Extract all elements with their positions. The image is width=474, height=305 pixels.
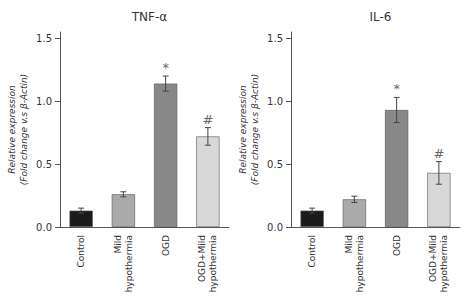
svg-text:*: * — [393, 81, 400, 96]
svg-text:OGD: OGD — [161, 235, 171, 256]
svg-text:1.0: 1.0 — [267, 96, 283, 107]
svg-text:hypothermia: hypothermia — [208, 235, 218, 292]
svg-text:*: * — [162, 60, 169, 75]
svg-text:OGD+Mild: OGD+Mild — [428, 235, 438, 282]
svg-text:(Fold change v.s β-Actin): (Fold change v.s β-Actin) — [250, 74, 260, 186]
svg-text:IL-6: IL-6 — [370, 10, 392, 24]
svg-text:Control: Control — [307, 235, 317, 268]
svg-text:Mild: Mild — [344, 235, 354, 253]
svg-text:0.5: 0.5 — [267, 159, 283, 170]
svg-text:Relative expression: Relative expression — [7, 85, 17, 174]
svg-text:0.0: 0.0 — [36, 222, 52, 233]
svg-text:hypothermia: hypothermia — [355, 235, 365, 292]
svg-text:hypothermia: hypothermia — [439, 235, 449, 292]
svg-text:#: # — [433, 146, 444, 161]
svg-text:1.5: 1.5 — [267, 33, 283, 44]
svg-text:hypothermia: hypothermia — [124, 235, 134, 292]
svg-text:Relative expression: Relative expression — [238, 85, 248, 174]
svg-text:0.5: 0.5 — [36, 159, 52, 170]
svg-text:Mild: Mild — [113, 235, 123, 253]
svg-text:#: # — [202, 112, 213, 127]
svg-text:(Fold change v.s β-Actin): (Fold change v.s β-Actin) — [19, 74, 29, 186]
svg-text:1.0: 1.0 — [36, 96, 52, 107]
svg-text:OGD: OGD — [392, 235, 402, 256]
svg-text:OGD+Mild: OGD+Mild — [197, 235, 207, 282]
svg-text:0.0: 0.0 — [267, 222, 283, 233]
svg-text:Control: Control — [76, 235, 86, 268]
svg-text:TNF-α: TNF-α — [131, 10, 168, 24]
svg-text:1.5: 1.5 — [36, 33, 52, 44]
